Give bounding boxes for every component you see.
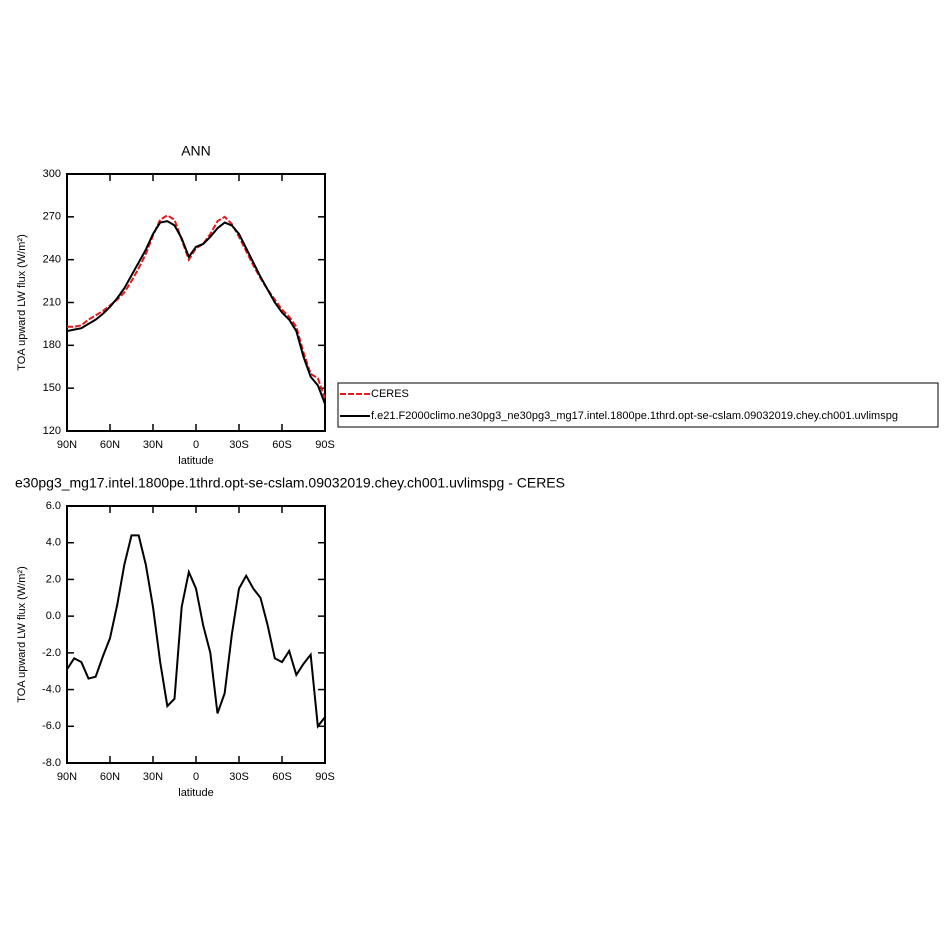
y-tick-label: 6.0 [46, 500, 61, 512]
plot-frame [66, 505, 326, 764]
y-axis-label: TOA upward LW flux (W/m²) [16, 566, 28, 703]
x-tick-label: 90N [57, 771, 77, 783]
y-tick-label: 210 [43, 296, 61, 308]
y-tick-label: 270 [43, 211, 61, 223]
x-tick-label: 60S [272, 771, 292, 783]
legend-label: CERES [371, 388, 409, 400]
y-tick-label: -6.0 [42, 720, 61, 732]
y-tick-label: 2.0 [46, 573, 61, 585]
chart-title: e30pg3_mg17.intel.1800pe.1thrd.opt-se-cs… [15, 475, 565, 491]
data-line [66, 534, 326, 729]
y-tick-label: 300 [43, 168, 61, 180]
x-tick-label: 30N [143, 771, 163, 783]
y-tick-label: 180 [43, 339, 61, 351]
x-tick-label: 90S [315, 439, 335, 451]
y-tick-label: -4.0 [42, 683, 61, 695]
data-line [66, 220, 326, 405]
x-tick-label: 90S [315, 771, 335, 783]
chart-title: ANN [181, 143, 211, 159]
y-axis-label: TOA upward LW flux (W/m²) [16, 234, 28, 371]
legend-box [337, 382, 939, 428]
y-tick-label: 120 [43, 425, 61, 437]
x-axis-label: latitude [178, 455, 213, 467]
x-tick-label: 30N [143, 439, 163, 451]
x-tick-label: 90N [57, 439, 77, 451]
x-tick-label: 60S [272, 439, 292, 451]
x-tick-label: 30S [229, 771, 249, 783]
y-tick-label: -2.0 [42, 647, 61, 659]
y-tick-label: -8.0 [42, 757, 61, 769]
y-tick-label: 150 [43, 382, 61, 394]
x-tick-label: 0 [193, 771, 199, 783]
plot-frame [66, 173, 326, 432]
x-tick-label: 30S [229, 439, 249, 451]
legend-label: f.e21.F2000climo.ne30pg3_ne30pg3_mg17.in… [371, 410, 898, 422]
data-line [67, 214, 326, 399]
x-tick-label: 60N [100, 771, 120, 783]
y-tick-label: 240 [43, 254, 61, 266]
x-tick-label: 0 [193, 439, 199, 451]
x-tick-label: 60N [100, 439, 120, 451]
y-tick-label: 4.0 [46, 537, 61, 549]
y-tick-label: 0.0 [46, 610, 61, 622]
x-axis-label: latitude [178, 787, 213, 799]
